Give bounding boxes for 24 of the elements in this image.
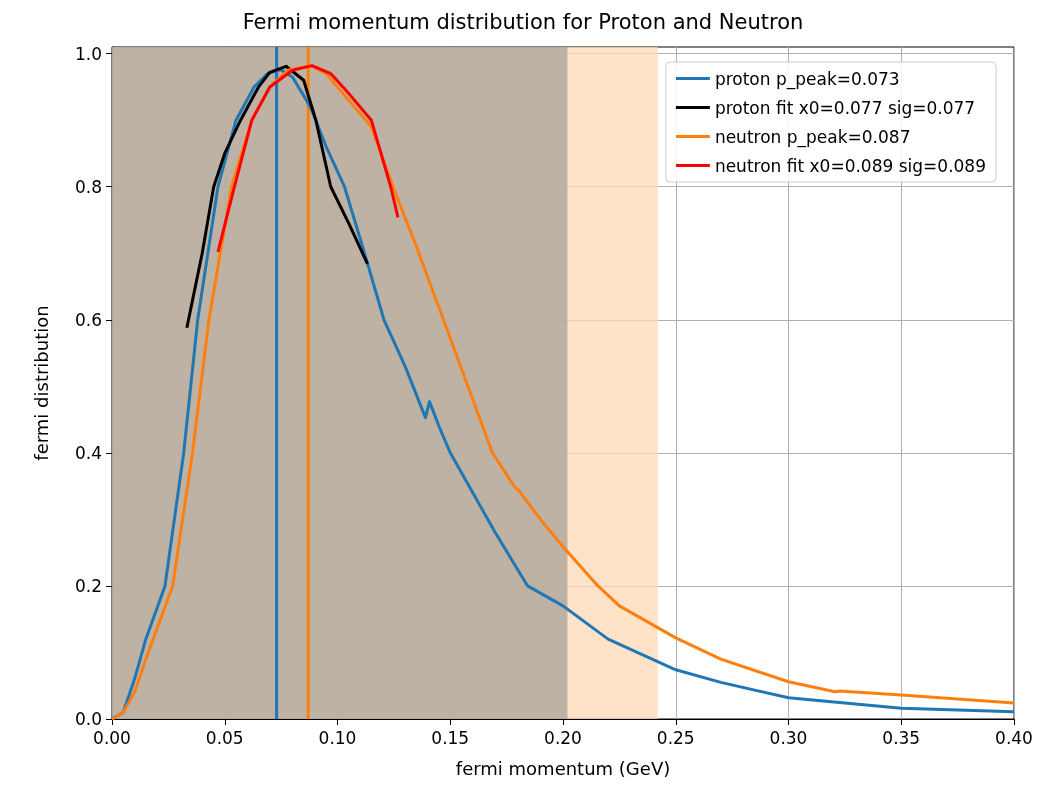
- y-tick-label: 0.2: [74, 575, 102, 596]
- x-tick-label: 0.05: [205, 727, 244, 748]
- y-tick-label: 0.0: [74, 709, 102, 729]
- legend-label: neutron fit x0=0.089 sig=0.089: [714, 155, 986, 176]
- chart-title: Fermi momentum distribution for Proton and Neutron: [242, 9, 804, 34]
- x-tick-label: 0.10: [318, 727, 357, 748]
- x-tick-label: 0.20: [544, 727, 582, 748]
- legend-label: proton p_peak=0.073: [714, 68, 900, 90]
- x-tick-label: 0.15: [431, 727, 470, 748]
- legend-label: neutron p_peak=0.087: [714, 126, 911, 148]
- x-tick-label: 0.35: [882, 727, 921, 748]
- x-tick-label: 0.30: [769, 727, 808, 748]
- x-tick-label: 0.25: [656, 727, 695, 748]
- x-tick-label: 0.40: [995, 727, 1033, 748]
- y-tick-label: 1.0: [74, 43, 102, 64]
- line-series: [185, 64, 369, 330]
- y-tick-label: 0.4: [74, 442, 102, 463]
- x-axis-title: fermi momentum (GeV): [455, 757, 671, 779]
- y-axis-title: fermi distribution: [30, 305, 52, 461]
- line-series: [216, 64, 400, 254]
- x-tick-label: 0.00: [93, 727, 131, 748]
- y-tick-label: 0.8: [74, 176, 102, 197]
- legend-label: proton fit x0=0.077 sig=0.077: [714, 97, 976, 118]
- y-tick-label: 0.6: [74, 309, 102, 330]
